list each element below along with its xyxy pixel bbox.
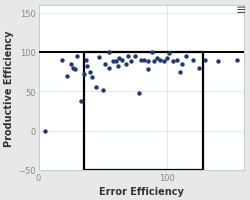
- Point: [216, 60, 220, 64]
- Point: [139, 59, 143, 62]
- Bar: [84, 53, 203, 170]
- Point: [97, 57, 101, 60]
- Point: [171, 60, 175, 64]
- Point: [69, 63, 73, 66]
- Point: [75, 55, 79, 58]
- Point: [184, 55, 188, 58]
- Point: [133, 55, 137, 58]
- Point: [118, 57, 122, 61]
- Point: [146, 60, 150, 64]
- Point: [43, 129, 47, 133]
- Point: [107, 51, 111, 54]
- Point: [158, 59, 162, 62]
- Point: [180, 63, 184, 66]
- X-axis label: Error Efficiency: Error Efficiency: [99, 186, 184, 196]
- Point: [94, 86, 98, 89]
- Point: [90, 76, 94, 79]
- Point: [88, 71, 92, 74]
- Point: [126, 55, 130, 58]
- Point: [114, 60, 117, 64]
- Point: [79, 100, 83, 103]
- Point: [165, 57, 169, 61]
- Point: [84, 59, 88, 62]
- Point: [152, 60, 156, 64]
- Text: ≡: ≡: [236, 4, 246, 17]
- Point: [65, 75, 69, 78]
- Point: [137, 92, 141, 95]
- Point: [162, 60, 166, 64]
- Point: [72, 68, 76, 71]
- Point: [124, 63, 128, 66]
- Point: [107, 67, 111, 70]
- Point: [129, 60, 133, 64]
- Point: [197, 67, 201, 70]
- Point: [146, 68, 150, 71]
- Point: [60, 59, 64, 62]
- Point: [236, 59, 240, 62]
- Point: [168, 53, 172, 56]
- Y-axis label: Productive Efficiency: Productive Efficiency: [4, 30, 14, 146]
- Point: [142, 59, 146, 62]
- Point: [190, 59, 194, 62]
- Point: [204, 59, 208, 62]
- Point: [111, 60, 115, 64]
- Point: [71, 67, 75, 70]
- Point: [175, 59, 179, 62]
- Point: [116, 65, 120, 68]
- Point: [101, 89, 105, 92]
- Point: [103, 63, 107, 66]
- Point: [155, 57, 159, 61]
- Point: [150, 51, 154, 54]
- Point: [82, 73, 86, 76]
- Point: [85, 65, 89, 68]
- Point: [120, 59, 124, 62]
- Point: [178, 71, 182, 74]
